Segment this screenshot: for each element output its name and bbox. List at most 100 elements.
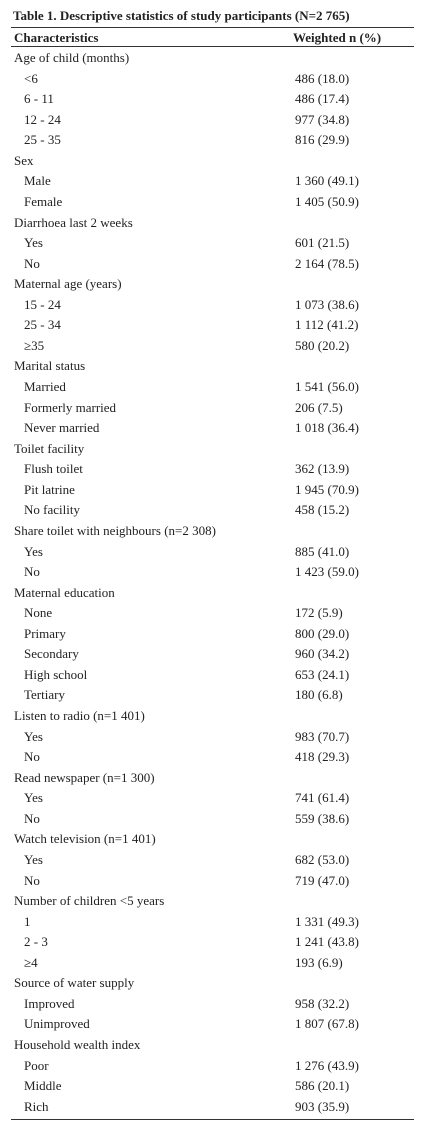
table-row: No facility 458 (15.2) [0,500,424,521]
group-label: Maternal age (years) [14,276,122,292]
row-label: No [24,749,40,765]
row-value: 1 541 (56.0) [295,379,359,394]
rule [11,27,414,28]
table-row: <6 486 (18.0) [0,69,424,90]
table-row: Secondary 960 (34.2) [0,644,424,665]
row-label: ≥35 [24,337,45,353]
group-label: Household wealth index [14,1037,141,1052]
row-value: 2 164 (78.5) [295,255,359,271]
table-row: No 418 (29.3) [0,747,424,768]
table-row: 1 1 331 (49.3) [0,912,424,933]
row-label: Tertiary [24,687,65,703]
table-row: Poor 1 276 (43.9) [0,1056,424,1077]
group-row: Maternal education [0,583,424,604]
group-label: Toilet facility [14,440,85,456]
row-value: 601 (21.5) [295,235,350,251]
row-label: No [24,810,40,826]
group-row: Listen to radio (n=1 401) [0,706,424,727]
group-label: Number of children <5 years [14,893,165,909]
table-row: Flush toilet 362 (13.9) [0,459,424,480]
row-value: 486 (18.0) [295,70,350,86]
row-value: 1 945 (70.9) [295,481,359,497]
row-value: 418 (29.3) [295,749,350,765]
table-row: 12 - 24 977 (34.8) [0,110,424,131]
row-value: 800 (29.0) [295,625,350,641]
row-value: 559 (38.6) [295,810,350,826]
row-label: Unimproved [24,1016,90,1032]
row-value: 885 (41.0) [295,543,350,559]
row-label: Pit latrine [24,481,75,497]
row-value: 1 112 (41.2) [295,317,359,333]
table-row: 25 - 34 1 112 (41.2) [0,315,424,336]
row-label: Yes [24,851,43,867]
group-row: Watch television (n=1 401) [0,829,424,850]
row-label: No [24,255,40,271]
table-row: 2 - 3 1 241 (43.8) [0,932,424,953]
row-value: 1 807 (67.8) [295,1016,359,1032]
row-value: 1 331 (49.3) [295,913,359,929]
row-label: 25 - 34 [24,317,61,333]
row-value: 1 018 (36.4) [295,420,359,436]
row-value: 983 (70.7) [295,728,350,744]
row-label: Middle [24,1078,62,1094]
row-label: Rich [24,1098,49,1114]
table-row: Tertiary 180 (6.8) [0,685,424,706]
table-body: Age of child (months) <6 486 (18.0) 6 - 11 4… [0,48,424,1117]
group-row: Household wealth index [0,1035,424,1056]
group-row: Maternal age (years) [0,274,424,295]
row-value: 977 (34.8) [295,111,350,127]
table-row: None 172 (5.9) [0,603,424,624]
row-label: Secondary [24,646,79,662]
row-label: Married [24,379,66,394]
row-value: 580 (20.2) [295,337,350,353]
table-row: Yes 983 (70.7) [0,727,424,748]
row-label: Formerly married [24,399,117,415]
group-row: Sex [0,151,424,172]
row-value: 1 405 (50.9) [295,193,359,209]
row-value: 682 (53.0) [295,851,350,867]
group-row: Read newspaper (n=1 300) [0,768,424,789]
row-value: 816 (29.9) [295,132,350,148]
table-row: Unimproved 1 807 (67.8) [0,1014,424,1035]
row-label: None [24,605,53,621]
row-value: 486 (17.4) [295,91,350,107]
row-label: High school [24,666,88,682]
header-cell: Weighted n (%) [293,30,382,45]
table-row: No 559 (38.6) [0,809,424,830]
group-row: Source of water supply [0,973,424,994]
table-row: Female 1 405 (50.9) [0,192,424,213]
row-value: 741 (61.4) [295,790,350,806]
row-label: 6 - 11 [24,91,54,107]
group-label: Marital status [14,358,86,374]
row-value: 206 (7.5) [295,399,343,415]
row-value: 172 (5.9) [295,605,343,621]
table-row: 6 - 11 486 (17.4) [0,89,424,110]
row-label: Primary [24,625,66,641]
group-label: Diarrhoea last 2 weeks [14,214,133,230]
row-value: 1 360 (49.1) [295,173,359,189]
row-label: Poor [24,1057,49,1073]
group-row: Age of child (months) [0,48,424,69]
table-row: Formerly married 206 (7.5) [0,398,424,419]
table-row: Never married 1 018 (36.4) [0,418,424,439]
table-row: High school 653 (24.1) [0,665,424,686]
row-label: 2 - 3 [24,934,48,950]
table-row: 15 - 24 1 073 (38.6) [0,295,424,316]
table-row: Yes 885 (41.0) [0,542,424,563]
table-row: Primary 800 (29.0) [0,624,424,645]
group-row: Marital status [0,356,424,377]
row-label: Never married [24,420,100,436]
table-row: No 719 (47.0) [0,871,424,892]
row-label: No facility [24,502,80,518]
group-label: Share toilet with neighbours (n=2 308) [14,522,216,538]
row-value: 1 276 (43.9) [295,1057,359,1073]
table-title: Table 1. Descriptive statistics of study… [13,8,350,23]
row-value: 653 (24.1) [295,666,350,682]
group-row: Number of children <5 years [0,891,424,912]
header-cell: Characteristics [14,30,99,45]
row-label: Yes [24,790,43,806]
row-value: 1 073 (38.6) [295,296,359,312]
group-row: Share toilet with neighbours (n=2 308) [0,521,424,542]
row-label: <6 [24,70,38,86]
